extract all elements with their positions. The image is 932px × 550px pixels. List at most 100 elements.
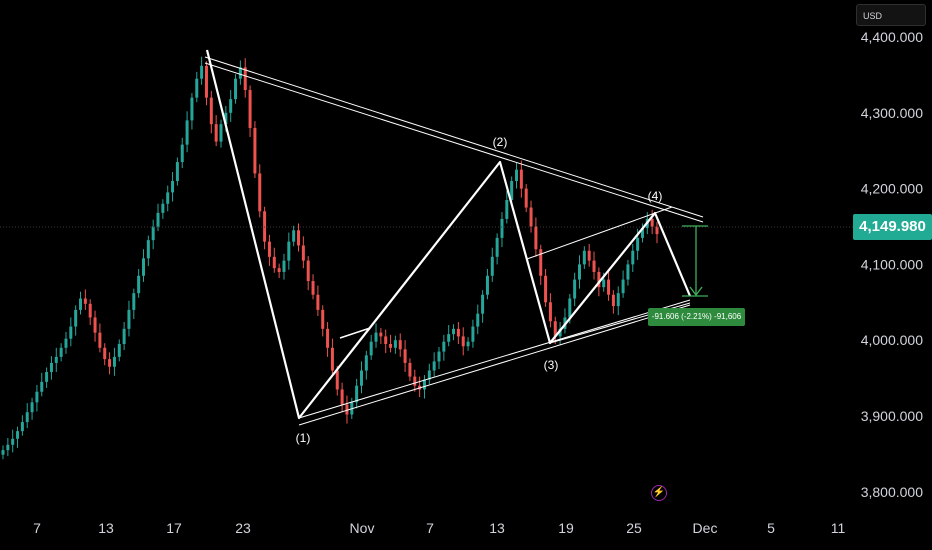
candle-body — [452, 328, 456, 335]
candle-body — [422, 379, 426, 390]
candle-body — [311, 281, 315, 295]
candle-body — [30, 402, 34, 413]
candle-body — [534, 226, 538, 250]
candle-body — [132, 293, 136, 310]
candle-body — [16, 431, 20, 439]
candle-body — [447, 334, 451, 342]
candle-body — [277, 268, 281, 272]
candle-body — [25, 412, 29, 423]
x-tick-label: 7 — [33, 520, 41, 536]
lower-trendline-a — [298, 299, 691, 419]
candle-body — [238, 67, 242, 79]
y-tick-label: 4,400.000 — [861, 29, 923, 45]
candle-body — [161, 203, 165, 213]
candle-body — [301, 245, 305, 261]
candle-body — [340, 389, 344, 405]
candle-body — [355, 385, 359, 403]
candle-body — [330, 347, 334, 371]
candle-body — [6, 444, 10, 451]
candle-body — [214, 124, 218, 142]
candle-body — [59, 347, 63, 357]
candle-body — [156, 212, 160, 227]
candle-body — [64, 338, 68, 348]
candle-body — [626, 264, 630, 280]
candle-body — [151, 226, 155, 241]
candle-body — [519, 169, 523, 189]
candle-body — [442, 341, 446, 352]
x-axis[interactable]: 7 13 17 23 Nov 7 13 19 25 Dec 5 11 — [33, 520, 845, 536]
candle-body — [611, 294, 615, 307]
candle-body — [573, 279, 577, 299]
lightning-icon[interactable]: ⚡ — [651, 485, 667, 501]
x-tick-label: 7 — [426, 520, 434, 536]
candle-body — [185, 120, 189, 145]
candle-body — [93, 317, 97, 333]
candle-body — [224, 112, 228, 125]
candle-body — [103, 347, 107, 360]
y-tick-label: 3,900.000 — [861, 408, 923, 424]
candle-body — [11, 438, 15, 445]
candle-body — [548, 302, 552, 322]
candle-body — [88, 303, 92, 318]
upper-trendline-b — [204, 62, 704, 223]
candle-body — [209, 97, 213, 125]
candle-body — [413, 376, 417, 386]
candle-body — [408, 362, 412, 377]
candle-body — [636, 237, 640, 251]
candle-body — [544, 275, 548, 303]
candle-body — [326, 328, 330, 348]
candle-body — [379, 332, 383, 337]
wave-label-3: (3) — [544, 358, 559, 372]
candle-body — [219, 124, 223, 142]
candle-body — [500, 218, 504, 238]
candle-body — [616, 293, 620, 307]
candle-body — [403, 349, 407, 363]
candle-body — [180, 144, 184, 163]
candle-body — [166, 192, 170, 204]
x-tick-label: 25 — [626, 520, 642, 536]
wave-path — [205, 49, 692, 420]
candle-body — [146, 240, 150, 259]
candle-body — [437, 351, 441, 362]
candle-body — [597, 271, 601, 288]
candle-body — [587, 250, 591, 261]
candle-body — [306, 260, 310, 282]
lower-trendline-b — [298, 304, 691, 426]
candle-body — [490, 256, 494, 276]
candle-body — [577, 264, 581, 280]
currency-selector[interactable]: USD — [856, 4, 926, 26]
candle-body — [369, 341, 373, 356]
candle-body — [112, 356, 116, 367]
candle-body — [267, 241, 271, 257]
candle-body — [602, 279, 606, 288]
currency-label: USD — [863, 11, 883, 21]
candle-body — [40, 381, 44, 392]
candle-body — [287, 241, 291, 261]
candle-body — [432, 361, 436, 371]
candle-body — [345, 404, 349, 415]
candle-body — [631, 250, 635, 265]
candle-body — [117, 343, 121, 357]
candle-body — [234, 78, 238, 100]
x-tick-label: 13 — [98, 520, 114, 536]
candle-body — [175, 162, 179, 182]
candle-body — [505, 199, 509, 219]
candle-body — [137, 275, 141, 294]
y-axis[interactable]: 4,400.000 4,300.000 4,200.000 4,100.000 4,00… — [861, 29, 923, 500]
x-tick-label: 17 — [166, 520, 182, 536]
candle-body — [650, 218, 654, 227]
candle-body — [592, 260, 596, 272]
x-tick-label: 23 — [235, 520, 251, 536]
candle-body — [20, 422, 24, 432]
x-tick-label: Nov — [350, 520, 375, 536]
candle-body — [282, 260, 286, 272]
candle-body — [553, 321, 557, 337]
candle-body — [243, 67, 247, 91]
candle-body — [539, 249, 543, 276]
candle-body — [389, 343, 393, 348]
current-price-tag: 4,149.980 — [853, 214, 932, 240]
candle-body — [321, 309, 325, 329]
candle-body — [461, 336, 465, 347]
upper-trendline-a — [204, 56, 704, 218]
